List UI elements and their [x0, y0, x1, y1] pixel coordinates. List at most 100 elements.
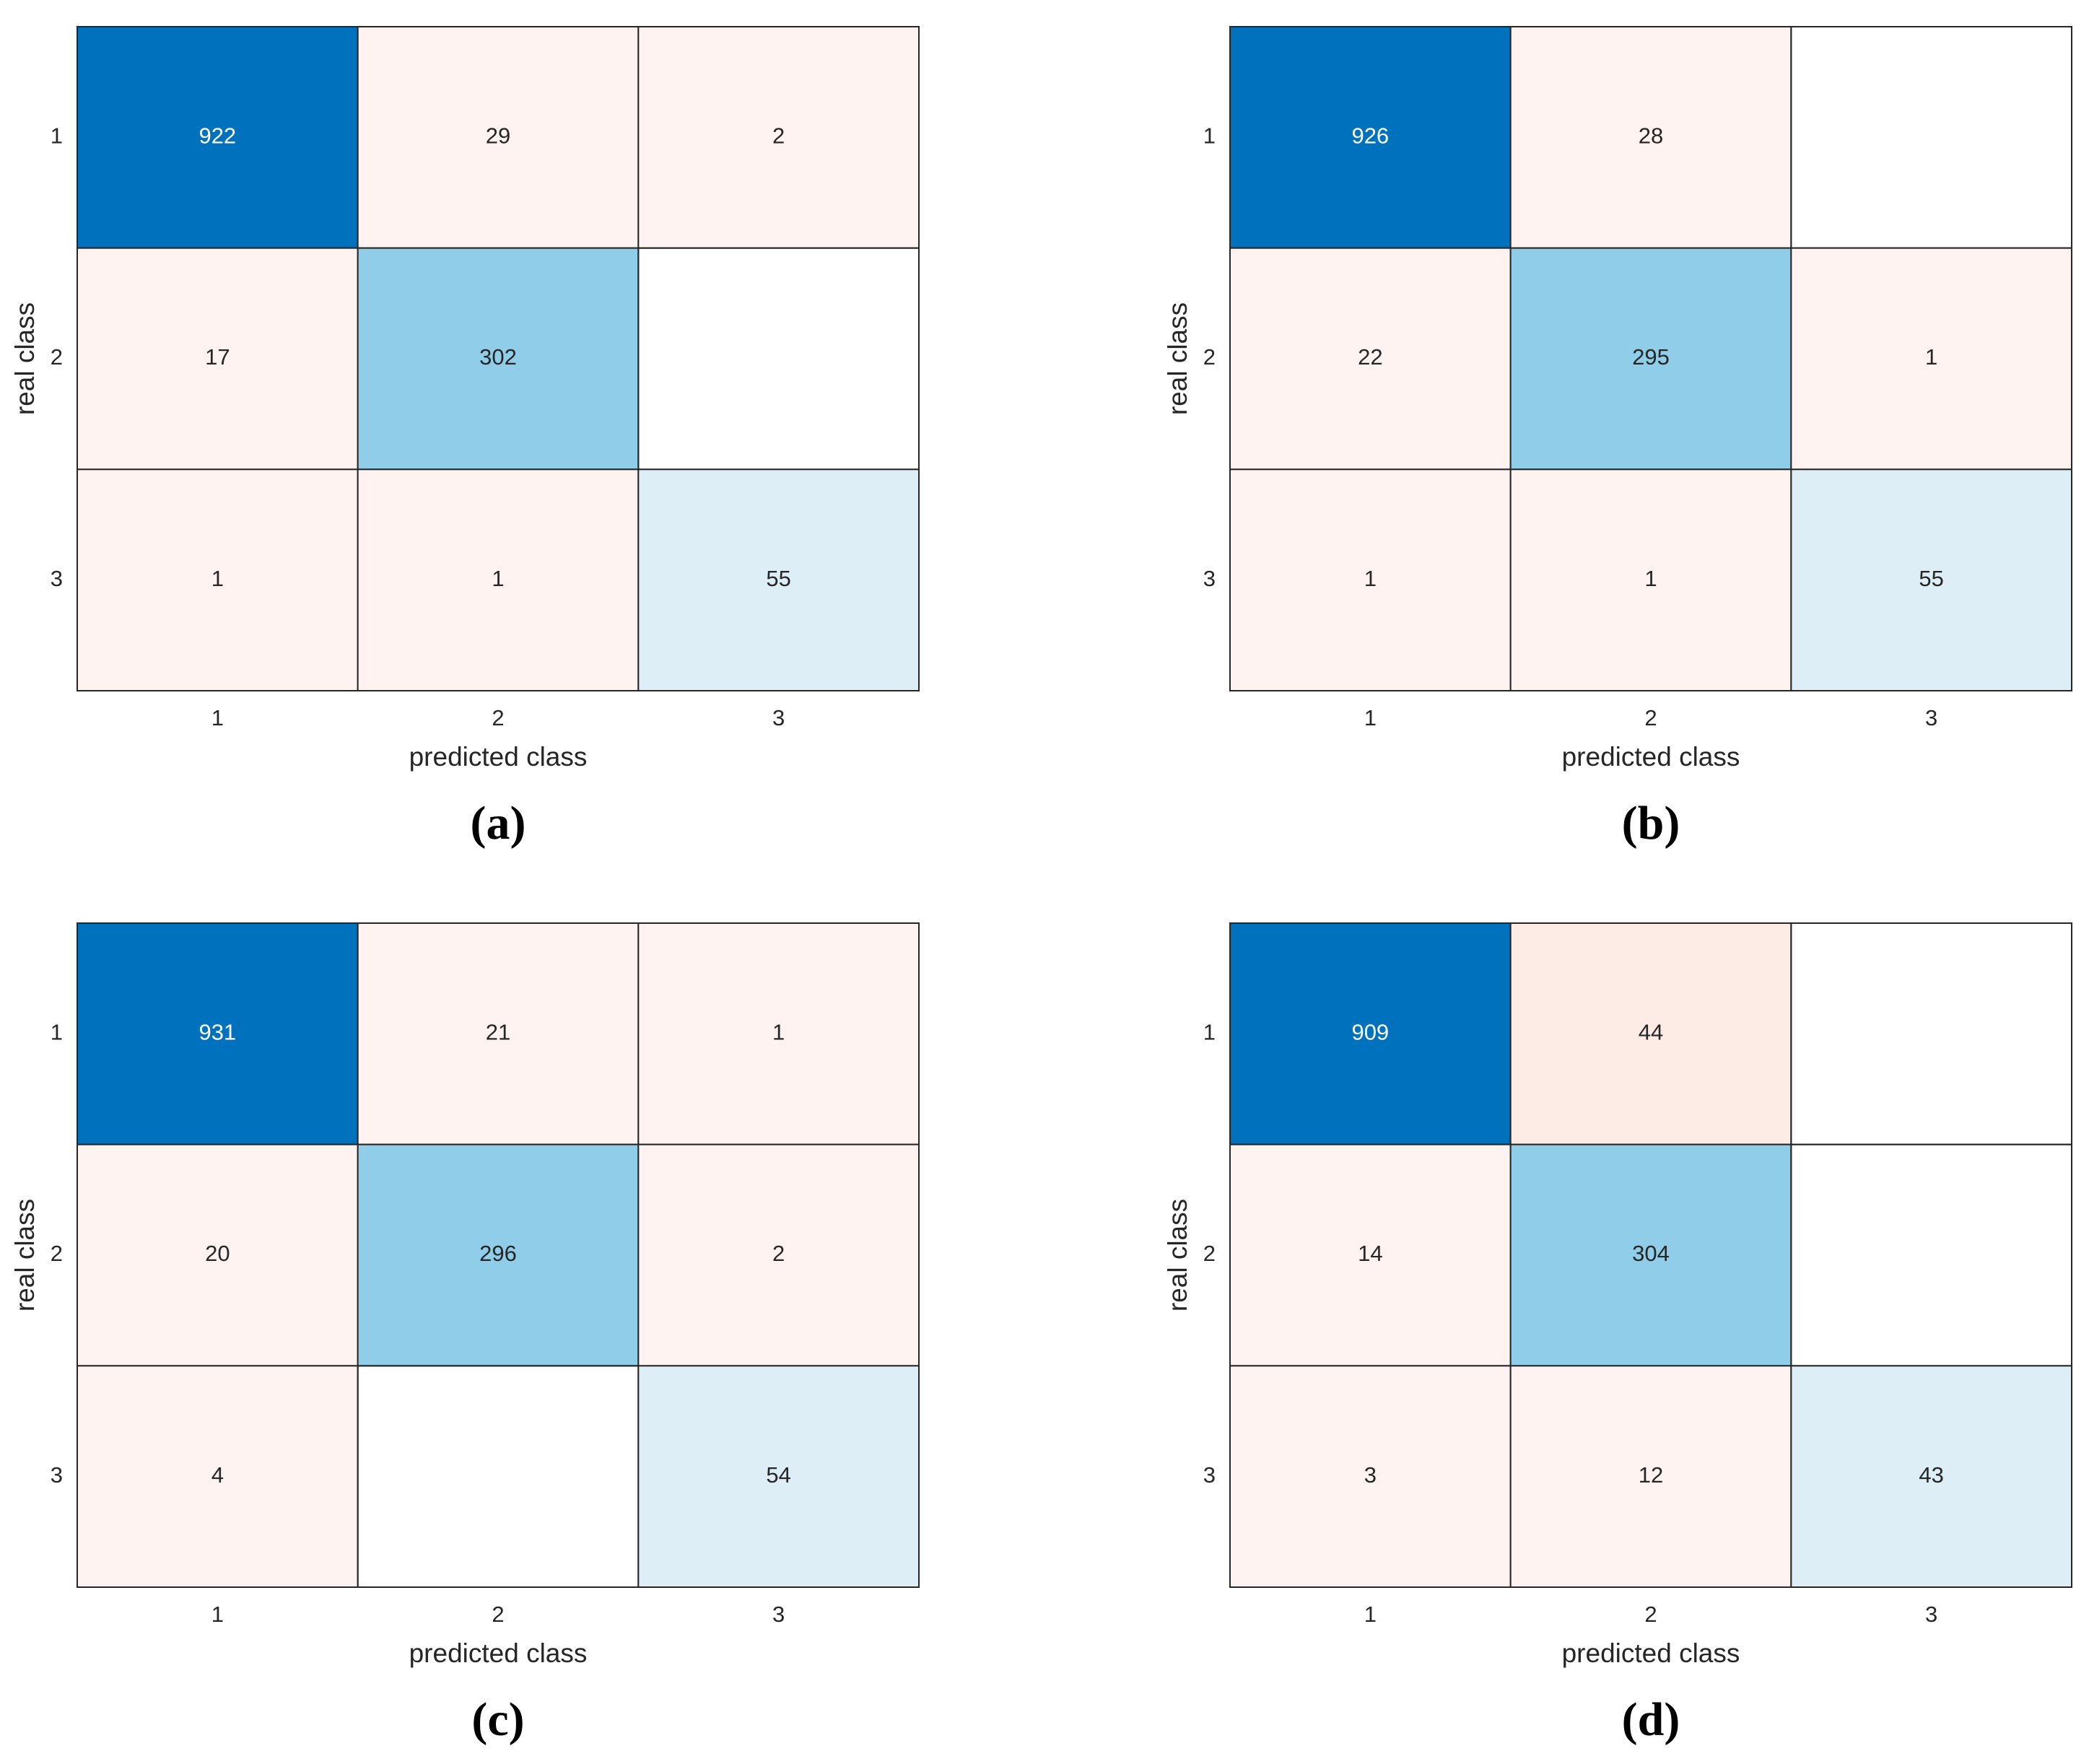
cell	[637, 922, 920, 1145]
cell	[357, 468, 640, 691]
cell-value: 14	[1358, 1241, 1382, 1266]
cell	[77, 247, 359, 471]
cell-value: 22	[1358, 344, 1382, 370]
x-tick-label: 3	[772, 1602, 785, 1627]
cell	[637, 1143, 920, 1367]
empty-cell	[1790, 1143, 2072, 1367]
cell	[1509, 922, 1792, 1145]
cell-value: 2	[772, 123, 785, 149]
cell	[1509, 247, 1792, 471]
cell	[357, 922, 640, 1145]
cell-value: 296	[479, 1241, 517, 1266]
cell-value: 926	[1351, 123, 1389, 149]
cell	[77, 26, 359, 249]
cell	[637, 1365, 920, 1589]
y-tick-label: 3	[1203, 1462, 1216, 1488]
y-axis-label: real class	[1163, 302, 1192, 415]
cell	[1229, 1365, 1512, 1589]
y-tick-label: 1	[1203, 1020, 1216, 1045]
x-tick-label: 1	[211, 1602, 224, 1627]
y-tick-label: 1	[51, 123, 63, 149]
y-tick-label: 2	[51, 1241, 63, 1266]
cell-value: 1	[492, 566, 504, 591]
cell-value: 1	[1364, 566, 1377, 591]
cell-value: 17	[205, 344, 230, 370]
x-tick-label: 2	[1644, 1602, 1657, 1627]
cell-value: 3	[1364, 1462, 1377, 1488]
cell-value: 4	[211, 1462, 224, 1488]
y-tick-label: 1	[51, 1020, 63, 1045]
cell-value: 55	[1919, 566, 1943, 591]
cell	[1229, 468, 1512, 691]
y-tick-label: 3	[1203, 566, 1216, 591]
cell-value: 44	[1639, 1020, 1663, 1045]
y-tick-label: 3	[51, 566, 63, 591]
caption: (b)	[1622, 797, 1680, 850]
cell	[1229, 1143, 1512, 1367]
cell-value: 922	[199, 123, 236, 149]
cell-value: 909	[1351, 1020, 1389, 1045]
cell	[77, 1143, 359, 1367]
y-tick-label: 3	[51, 1462, 63, 1488]
x-tick-label: 2	[1644, 705, 1657, 730]
x-axis-label: predicted class	[409, 742, 588, 772]
cell-value: 1	[1644, 566, 1657, 591]
x-axis-label: predicted class	[1562, 742, 1740, 772]
cell	[1790, 247, 2072, 471]
x-axis-label: predicted class	[1562, 1638, 1740, 1668]
cell	[77, 922, 359, 1145]
empty-cell	[1790, 922, 2072, 1145]
cell	[637, 26, 920, 249]
x-tick-label: 1	[211, 705, 224, 730]
cell	[1509, 26, 1792, 249]
cell-value: 2	[772, 1241, 785, 1266]
caption: (d)	[1622, 1693, 1680, 1746]
cell-value: 1	[211, 566, 224, 591]
cell	[1790, 1365, 2072, 1589]
x-tick-label: 2	[492, 705, 504, 730]
cell	[1509, 468, 1792, 691]
x-tick-label: 3	[1925, 705, 1937, 730]
cell	[1229, 922, 1512, 1145]
cell-value: 931	[199, 1020, 236, 1045]
x-tick-label: 3	[772, 705, 785, 730]
cell	[1509, 1143, 1792, 1367]
caption: (a)	[471, 797, 526, 850]
y-axis-label: real class	[1163, 1199, 1192, 1311]
cell-value: 295	[1632, 344, 1670, 370]
empty-cell	[637, 247, 920, 471]
empty-cell	[1790, 26, 2072, 249]
cell	[357, 247, 640, 471]
x-tick-label: 1	[1364, 1602, 1377, 1627]
cell	[357, 26, 640, 249]
cell-value: 302	[479, 344, 517, 370]
empty-cell	[357, 1365, 640, 1589]
cell-value: 1	[1925, 344, 1937, 370]
cell	[77, 1365, 359, 1589]
cell	[1790, 468, 2072, 691]
y-tick-label: 2	[51, 344, 63, 370]
cell-value: 29	[486, 123, 510, 149]
y-tick-label: 1	[1203, 123, 1216, 149]
cell-value: 304	[1632, 1241, 1670, 1266]
cell-value: 28	[1639, 123, 1663, 149]
x-tick-label: 2	[492, 1602, 504, 1627]
cell	[77, 468, 359, 691]
cell-value: 20	[205, 1241, 230, 1266]
x-tick-label: 1	[1364, 705, 1377, 730]
y-axis-label: real class	[10, 1199, 40, 1311]
caption: (c)	[471, 1693, 524, 1746]
y-tick-label: 2	[1203, 1241, 1216, 1266]
cell	[357, 1143, 640, 1367]
cell-value: 12	[1639, 1462, 1663, 1488]
cell-value: 54	[766, 1462, 790, 1488]
cell-value: 55	[766, 566, 790, 591]
y-axis-label: real class	[10, 302, 40, 415]
x-tick-label: 3	[1925, 1602, 1937, 1627]
cell-value: 43	[1919, 1462, 1943, 1488]
cell-value: 21	[486, 1020, 510, 1045]
cell	[637, 468, 920, 691]
cell-value: 1	[772, 1020, 785, 1045]
x-axis-label: predicted class	[409, 1638, 588, 1668]
